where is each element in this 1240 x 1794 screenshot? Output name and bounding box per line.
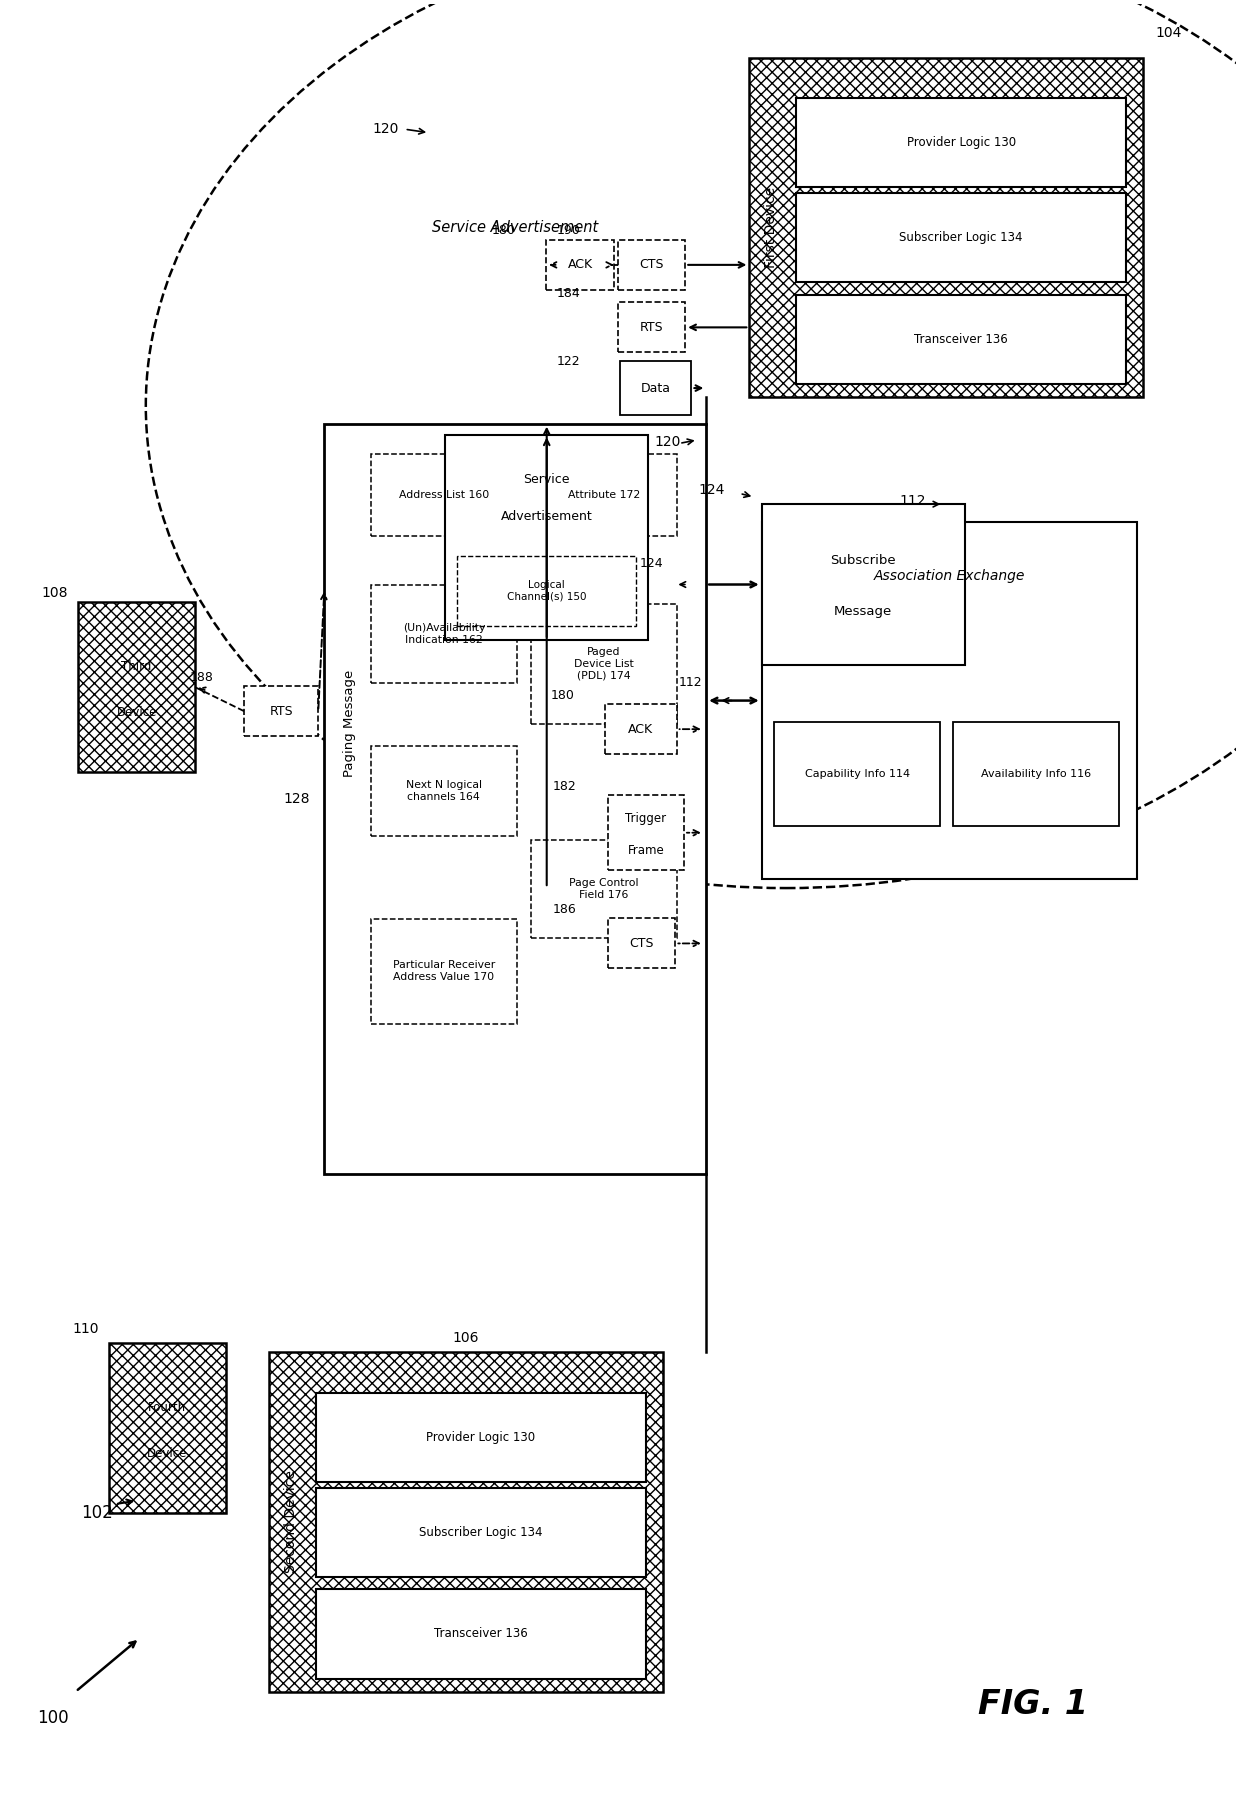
Text: Provider Logic 130: Provider Logic 130 xyxy=(427,1430,536,1444)
Text: 100: 100 xyxy=(37,1710,69,1728)
Text: Transceiver 136: Transceiver 136 xyxy=(434,1627,528,1640)
Text: 190: 190 xyxy=(557,224,580,237)
Text: 102: 102 xyxy=(81,1503,113,1521)
Text: Device: Device xyxy=(148,1448,187,1460)
Text: Page Control
Field 176: Page Control Field 176 xyxy=(569,877,639,899)
Text: Transceiver 136: Transceiver 136 xyxy=(914,334,1008,346)
Text: 186: 186 xyxy=(553,902,577,917)
Text: Next N logical
channels 164: Next N logical channels 164 xyxy=(405,780,482,802)
Text: Data: Data xyxy=(641,382,671,395)
Text: 122: 122 xyxy=(557,355,580,368)
Text: Particular Receiver
Address Value 170: Particular Receiver Address Value 170 xyxy=(393,960,495,981)
Text: Trigger: Trigger xyxy=(625,813,666,825)
FancyBboxPatch shape xyxy=(546,240,614,291)
FancyBboxPatch shape xyxy=(618,303,686,352)
FancyBboxPatch shape xyxy=(371,454,517,536)
Text: Availability Info 116: Availability Info 116 xyxy=(981,770,1091,779)
FancyBboxPatch shape xyxy=(531,840,677,938)
Text: Subscriber Logic 134: Subscriber Logic 134 xyxy=(419,1525,543,1539)
Text: 128: 128 xyxy=(283,791,310,806)
Text: (Un)Availability
Indication 162: (Un)Availability Indication 162 xyxy=(403,623,485,644)
FancyBboxPatch shape xyxy=(458,556,636,626)
FancyBboxPatch shape xyxy=(796,194,1126,282)
Text: RTS: RTS xyxy=(640,321,663,334)
FancyBboxPatch shape xyxy=(316,1487,646,1577)
Text: 124: 124 xyxy=(698,483,724,497)
Text: 104: 104 xyxy=(1156,25,1182,39)
FancyBboxPatch shape xyxy=(618,240,686,291)
FancyBboxPatch shape xyxy=(325,423,707,1173)
Text: Device: Device xyxy=(117,707,156,719)
FancyBboxPatch shape xyxy=(952,721,1118,825)
Text: 182: 182 xyxy=(553,780,577,793)
Text: Paged
Device List
(PDL) 174: Paged Device List (PDL) 174 xyxy=(574,648,634,680)
FancyBboxPatch shape xyxy=(761,522,1137,879)
Text: Provider Logic 130: Provider Logic 130 xyxy=(906,136,1016,149)
Text: Address List 160: Address List 160 xyxy=(399,490,489,501)
Text: Second Device: Second Device xyxy=(284,1471,298,1573)
Text: Capability Info 114: Capability Info 114 xyxy=(805,770,910,779)
FancyBboxPatch shape xyxy=(605,705,677,753)
Text: Logical
Channel(s) 150: Logical Channel(s) 150 xyxy=(507,579,587,601)
Text: Fourth: Fourth xyxy=(149,1401,186,1414)
FancyBboxPatch shape xyxy=(316,1589,646,1679)
Text: 120: 120 xyxy=(655,434,681,448)
Text: Association Exchange: Association Exchange xyxy=(874,569,1025,583)
FancyBboxPatch shape xyxy=(749,57,1143,396)
FancyBboxPatch shape xyxy=(316,1392,646,1482)
FancyBboxPatch shape xyxy=(608,795,684,870)
Text: 124: 124 xyxy=(640,556,663,569)
FancyBboxPatch shape xyxy=(531,454,677,536)
FancyBboxPatch shape xyxy=(608,919,676,969)
Text: Advertisement: Advertisement xyxy=(501,509,593,524)
Text: RTS: RTS xyxy=(269,705,293,718)
FancyBboxPatch shape xyxy=(371,585,517,682)
Text: Subscribe: Subscribe xyxy=(831,554,897,567)
Text: Third: Third xyxy=(122,660,151,673)
Text: Service: Service xyxy=(523,474,570,486)
FancyBboxPatch shape xyxy=(445,434,649,640)
Text: 110: 110 xyxy=(72,1322,99,1337)
Text: 188: 188 xyxy=(190,671,213,684)
Text: 108: 108 xyxy=(42,587,68,601)
Text: CTS: CTS xyxy=(639,258,663,271)
Text: 106: 106 xyxy=(453,1331,480,1346)
Text: 180: 180 xyxy=(491,224,516,237)
Text: ACK: ACK xyxy=(629,723,653,736)
FancyBboxPatch shape xyxy=(109,1344,226,1512)
FancyBboxPatch shape xyxy=(620,361,692,414)
Text: CTS: CTS xyxy=(630,936,653,951)
Text: Paging Message: Paging Message xyxy=(342,671,356,777)
FancyBboxPatch shape xyxy=(531,605,677,723)
Text: Attribute 172: Attribute 172 xyxy=(568,490,640,501)
FancyBboxPatch shape xyxy=(796,294,1126,384)
FancyBboxPatch shape xyxy=(78,603,195,771)
Text: FIG. 1: FIG. 1 xyxy=(977,1688,1087,1720)
Text: Subscriber Logic 134: Subscriber Logic 134 xyxy=(899,231,1023,244)
FancyBboxPatch shape xyxy=(796,99,1126,187)
Text: 180: 180 xyxy=(551,689,574,701)
FancyBboxPatch shape xyxy=(774,721,940,825)
Text: ACK: ACK xyxy=(568,258,593,271)
FancyBboxPatch shape xyxy=(244,687,319,736)
Text: Frame: Frame xyxy=(627,843,665,858)
FancyBboxPatch shape xyxy=(371,746,517,836)
Text: Message: Message xyxy=(835,605,893,619)
FancyBboxPatch shape xyxy=(371,919,517,1024)
Text: First Device: First Device xyxy=(765,187,779,267)
Text: 112: 112 xyxy=(899,493,926,508)
Text: 112: 112 xyxy=(678,676,703,689)
Text: Service Advertisement: Service Advertisement xyxy=(433,221,599,235)
Text: 184: 184 xyxy=(557,287,580,300)
FancyBboxPatch shape xyxy=(761,504,965,666)
FancyBboxPatch shape xyxy=(269,1353,663,1692)
Text: 120: 120 xyxy=(373,122,399,136)
